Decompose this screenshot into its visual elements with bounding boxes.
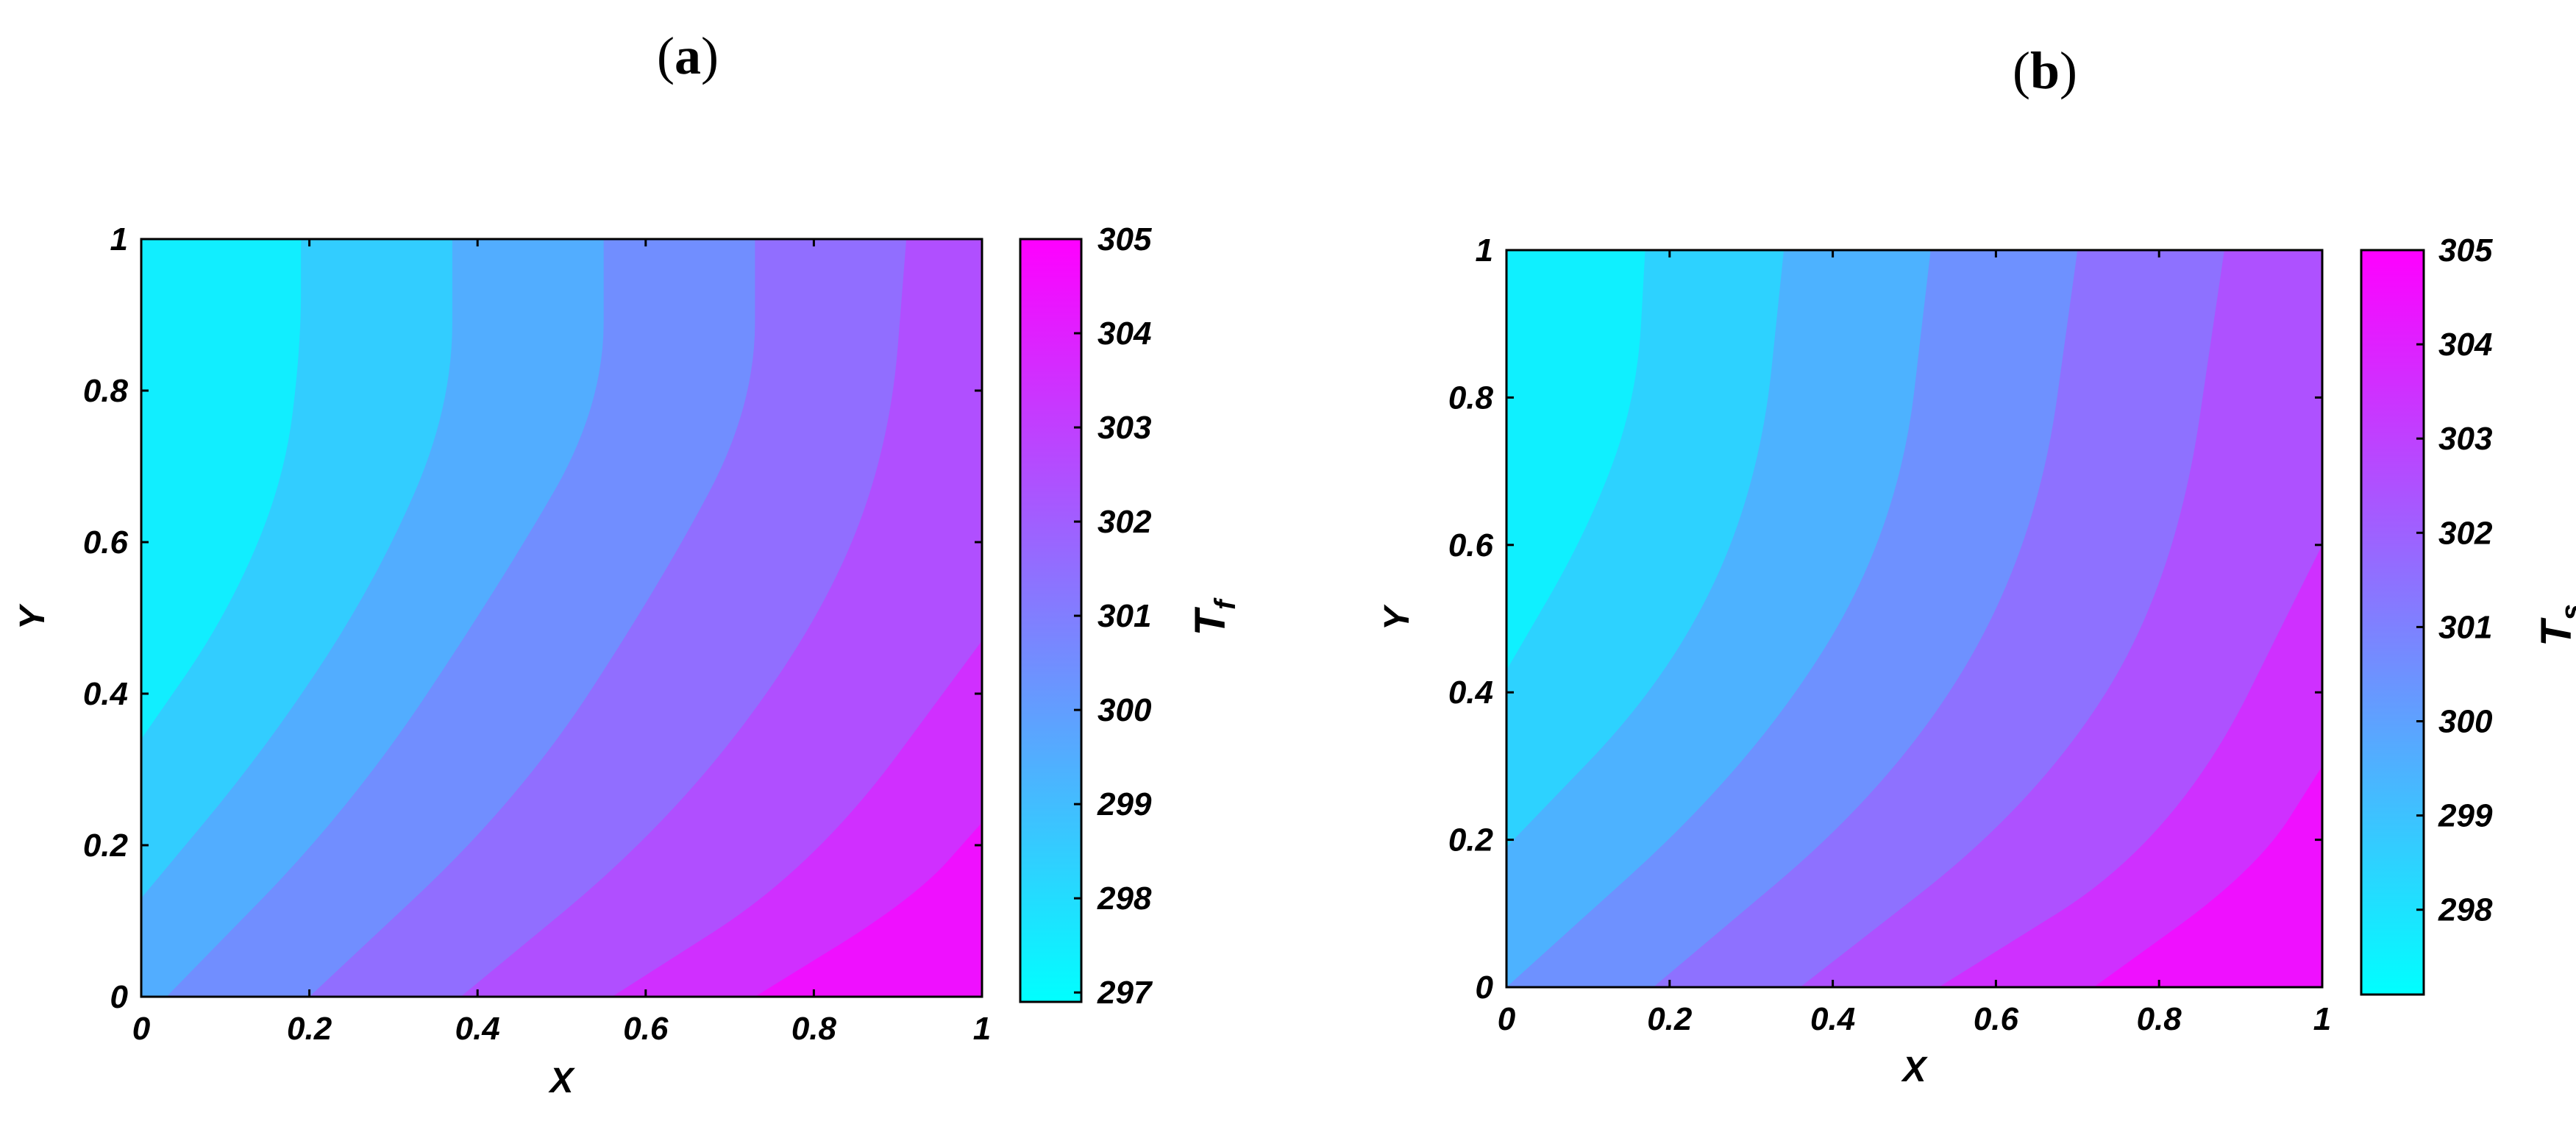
panel-label-b: (b) (2013, 41, 2077, 100)
panel-letter-a: a (675, 26, 701, 85)
colorbar-tick-label: 302 (1097, 504, 1152, 540)
y-tick-label: 0 (1476, 970, 1494, 1006)
colorbar-tick-label: 304 (2438, 327, 2492, 363)
colorbar-label-main: T (2533, 617, 2576, 647)
y-axis-label: Y (13, 603, 52, 630)
x-tick-label: 0.4 (1810, 1001, 1855, 1037)
x-axis-label: X (1900, 1050, 1928, 1089)
colorbar-a: 297 298 299 300 301 302 303 304 305 Tf (1019, 221, 1242, 1011)
y-tick-label: 0.4 (1448, 675, 1493, 711)
colorbar-label: Tf (1186, 597, 1242, 636)
colorbar-label-subscript: f (1209, 597, 1242, 610)
x-tick-label: 0.6 (1974, 1001, 2019, 1037)
contour-band-303 (612, 640, 982, 997)
plot-frame (140, 238, 983, 998)
y-tick-label: 0.6 (83, 524, 129, 561)
colorbar-gradient (1019, 238, 1083, 1003)
plot-frame (1505, 249, 2324, 989)
contour-band-304 (755, 822, 982, 997)
colorbar-gradient (2360, 249, 2425, 996)
panel-label-a: (a) (657, 26, 719, 85)
y-tick-label: 0.8 (1448, 380, 1494, 416)
x-tick-label: 1 (973, 1011, 991, 1047)
contour-plot-b: 0 0.2 0.4 0.6 0.8 1 0 0.2 0.4 0.6 0.8 1 X Y (1378, 232, 2331, 1089)
y-tick-label: 1 (110, 221, 128, 257)
x-tick-label: 1 (2313, 1001, 2331, 1037)
colorbar-tick-label: 305 (1097, 221, 1152, 257)
colorbar-tick-label: 301 (1097, 598, 1151, 634)
colorbar-tick-label: 303 (2438, 421, 2492, 457)
colorbar-tick-label: 300 (2438, 704, 2493, 740)
x-tick-label: 0.8 (791, 1011, 837, 1047)
x-tick-label: 0.2 (287, 1011, 332, 1047)
x-tick-label: 0.8 (2137, 1001, 2182, 1037)
contour-band-303 (1938, 544, 2322, 987)
panel-letter-b: b (2030, 41, 2060, 100)
colorbar-tick-label: 301 (2438, 609, 2492, 645)
colorbar-tick-label: 304 (1097, 316, 1151, 352)
y-tick-label: 0.6 (1448, 527, 1494, 563)
colorbar-tick-label: 299 (1097, 786, 1152, 822)
colorbar-b: 298 299 300 301 302 303 304 305 Ts (2360, 232, 2576, 996)
colorbar-tick-label: 300 (1097, 692, 1152, 728)
y-tick-label: 0.4 (83, 676, 128, 712)
y-tick-label: 0.2 (83, 828, 129, 864)
contour-band-304 (2093, 766, 2322, 987)
y-tick-label: 1 (1476, 232, 1493, 268)
x-tick-label: 0.4 (455, 1011, 500, 1047)
colorbar-label: Ts (2533, 604, 2576, 647)
y-tick-label: 0 (110, 979, 129, 1015)
contour-plot-a: 0 0.2 0.4 0.6 0.8 1 0 0.2 0.4 0.6 0.8 1 X Y (13, 221, 991, 1100)
y-tick-label: 0.8 (83, 373, 129, 409)
colorbar-label-main: T (1186, 606, 1234, 636)
x-axis-label: X (547, 1061, 575, 1100)
colorbar-tick-label: 299 (2438, 798, 2493, 834)
x-tick-label: 0 (1498, 1001, 1516, 1037)
colorbar-label-subscript: s (2555, 604, 2576, 620)
colorbar-tick-label: 303 (1097, 410, 1151, 446)
colorbar-tick-label: 302 (2438, 515, 2493, 551)
colorbar-tick-label: 298 (1097, 881, 1152, 917)
x-tick-label: 0.6 (623, 1011, 669, 1047)
y-tick-label: 0.2 (1448, 822, 1494, 858)
contour-band-302 (460, 239, 982, 997)
y-axis-label: Y (1378, 604, 1417, 630)
colorbar-tick-label: 298 (2438, 892, 2493, 928)
x-tick-label: 0 (132, 1011, 151, 1047)
colorbar-tick-label: 305 (2438, 232, 2493, 268)
x-tick-label: 0.2 (1647, 1001, 1693, 1037)
colorbar-tick-label: 297 (1097, 975, 1153, 1011)
